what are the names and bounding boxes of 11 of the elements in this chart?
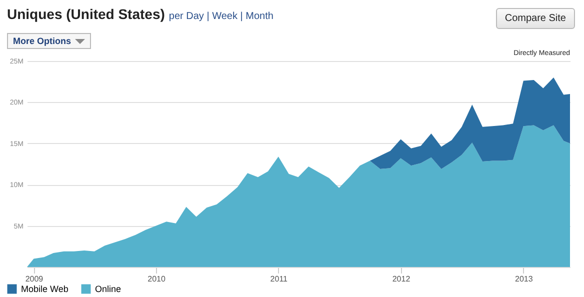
x-tick-label: 2012 [392, 274, 411, 284]
legend-label: Mobile Web [21, 284, 68, 294]
text: per Day | Week | Month [168, 11, 274, 22]
text: Compare Site [496, 8, 575, 29]
legend-label: Online [95, 284, 122, 294]
text: More Options [13, 36, 71, 46]
chart-title: Uniques (United States) [7, 6, 165, 22]
x-tick-label: 2011 [270, 274, 288, 284]
x-tick-label: 2010 [148, 274, 166, 284]
x-tick-label: 2009 [25, 274, 44, 284]
x-tick-label: 2013 [515, 274, 534, 284]
